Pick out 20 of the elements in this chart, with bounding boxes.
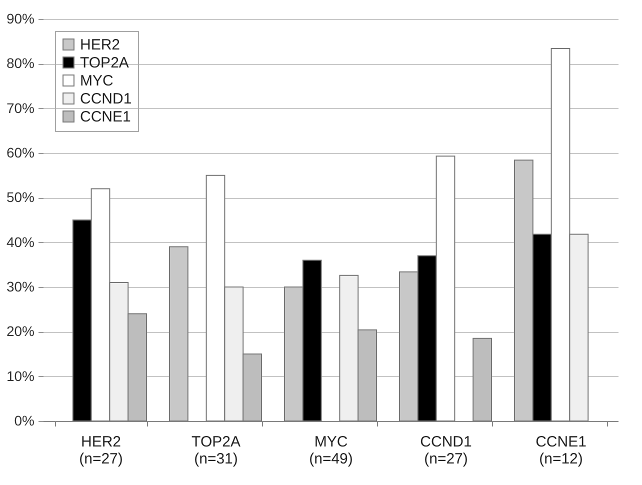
y-tick-label: 90% [6,10,34,26]
y-tick-label: 30% [6,278,34,294]
legend-label: MYC [80,72,114,90]
legend-label: CCNE1 [80,108,131,126]
y-tick-label: 70% [6,100,34,116]
y-tick-label: 60% [6,144,34,160]
y-tick-label: 40% [6,234,34,250]
x-tick-label: CCND1 (n=27) [420,434,472,468]
x-tick-label: MYC (n=49) [309,434,353,468]
legend-label: TOP2A [80,54,129,72]
y-tick-label: 0% [14,412,34,428]
legend-label: CCND1 [80,90,132,108]
x-tick-label: TOP2A (n=31) [192,434,240,468]
y-tick-label: 50% [6,189,34,206]
y-tick-label: 80% [6,55,34,72]
x-tick-label: CCNE1 (n=12) [536,434,586,468]
x-tick-label: HER2 (n=27) [79,434,123,468]
y-tick-label: 10% [6,368,34,384]
y-tick-label: 20% [6,323,34,340]
legend-label: HER2 [80,36,120,54]
